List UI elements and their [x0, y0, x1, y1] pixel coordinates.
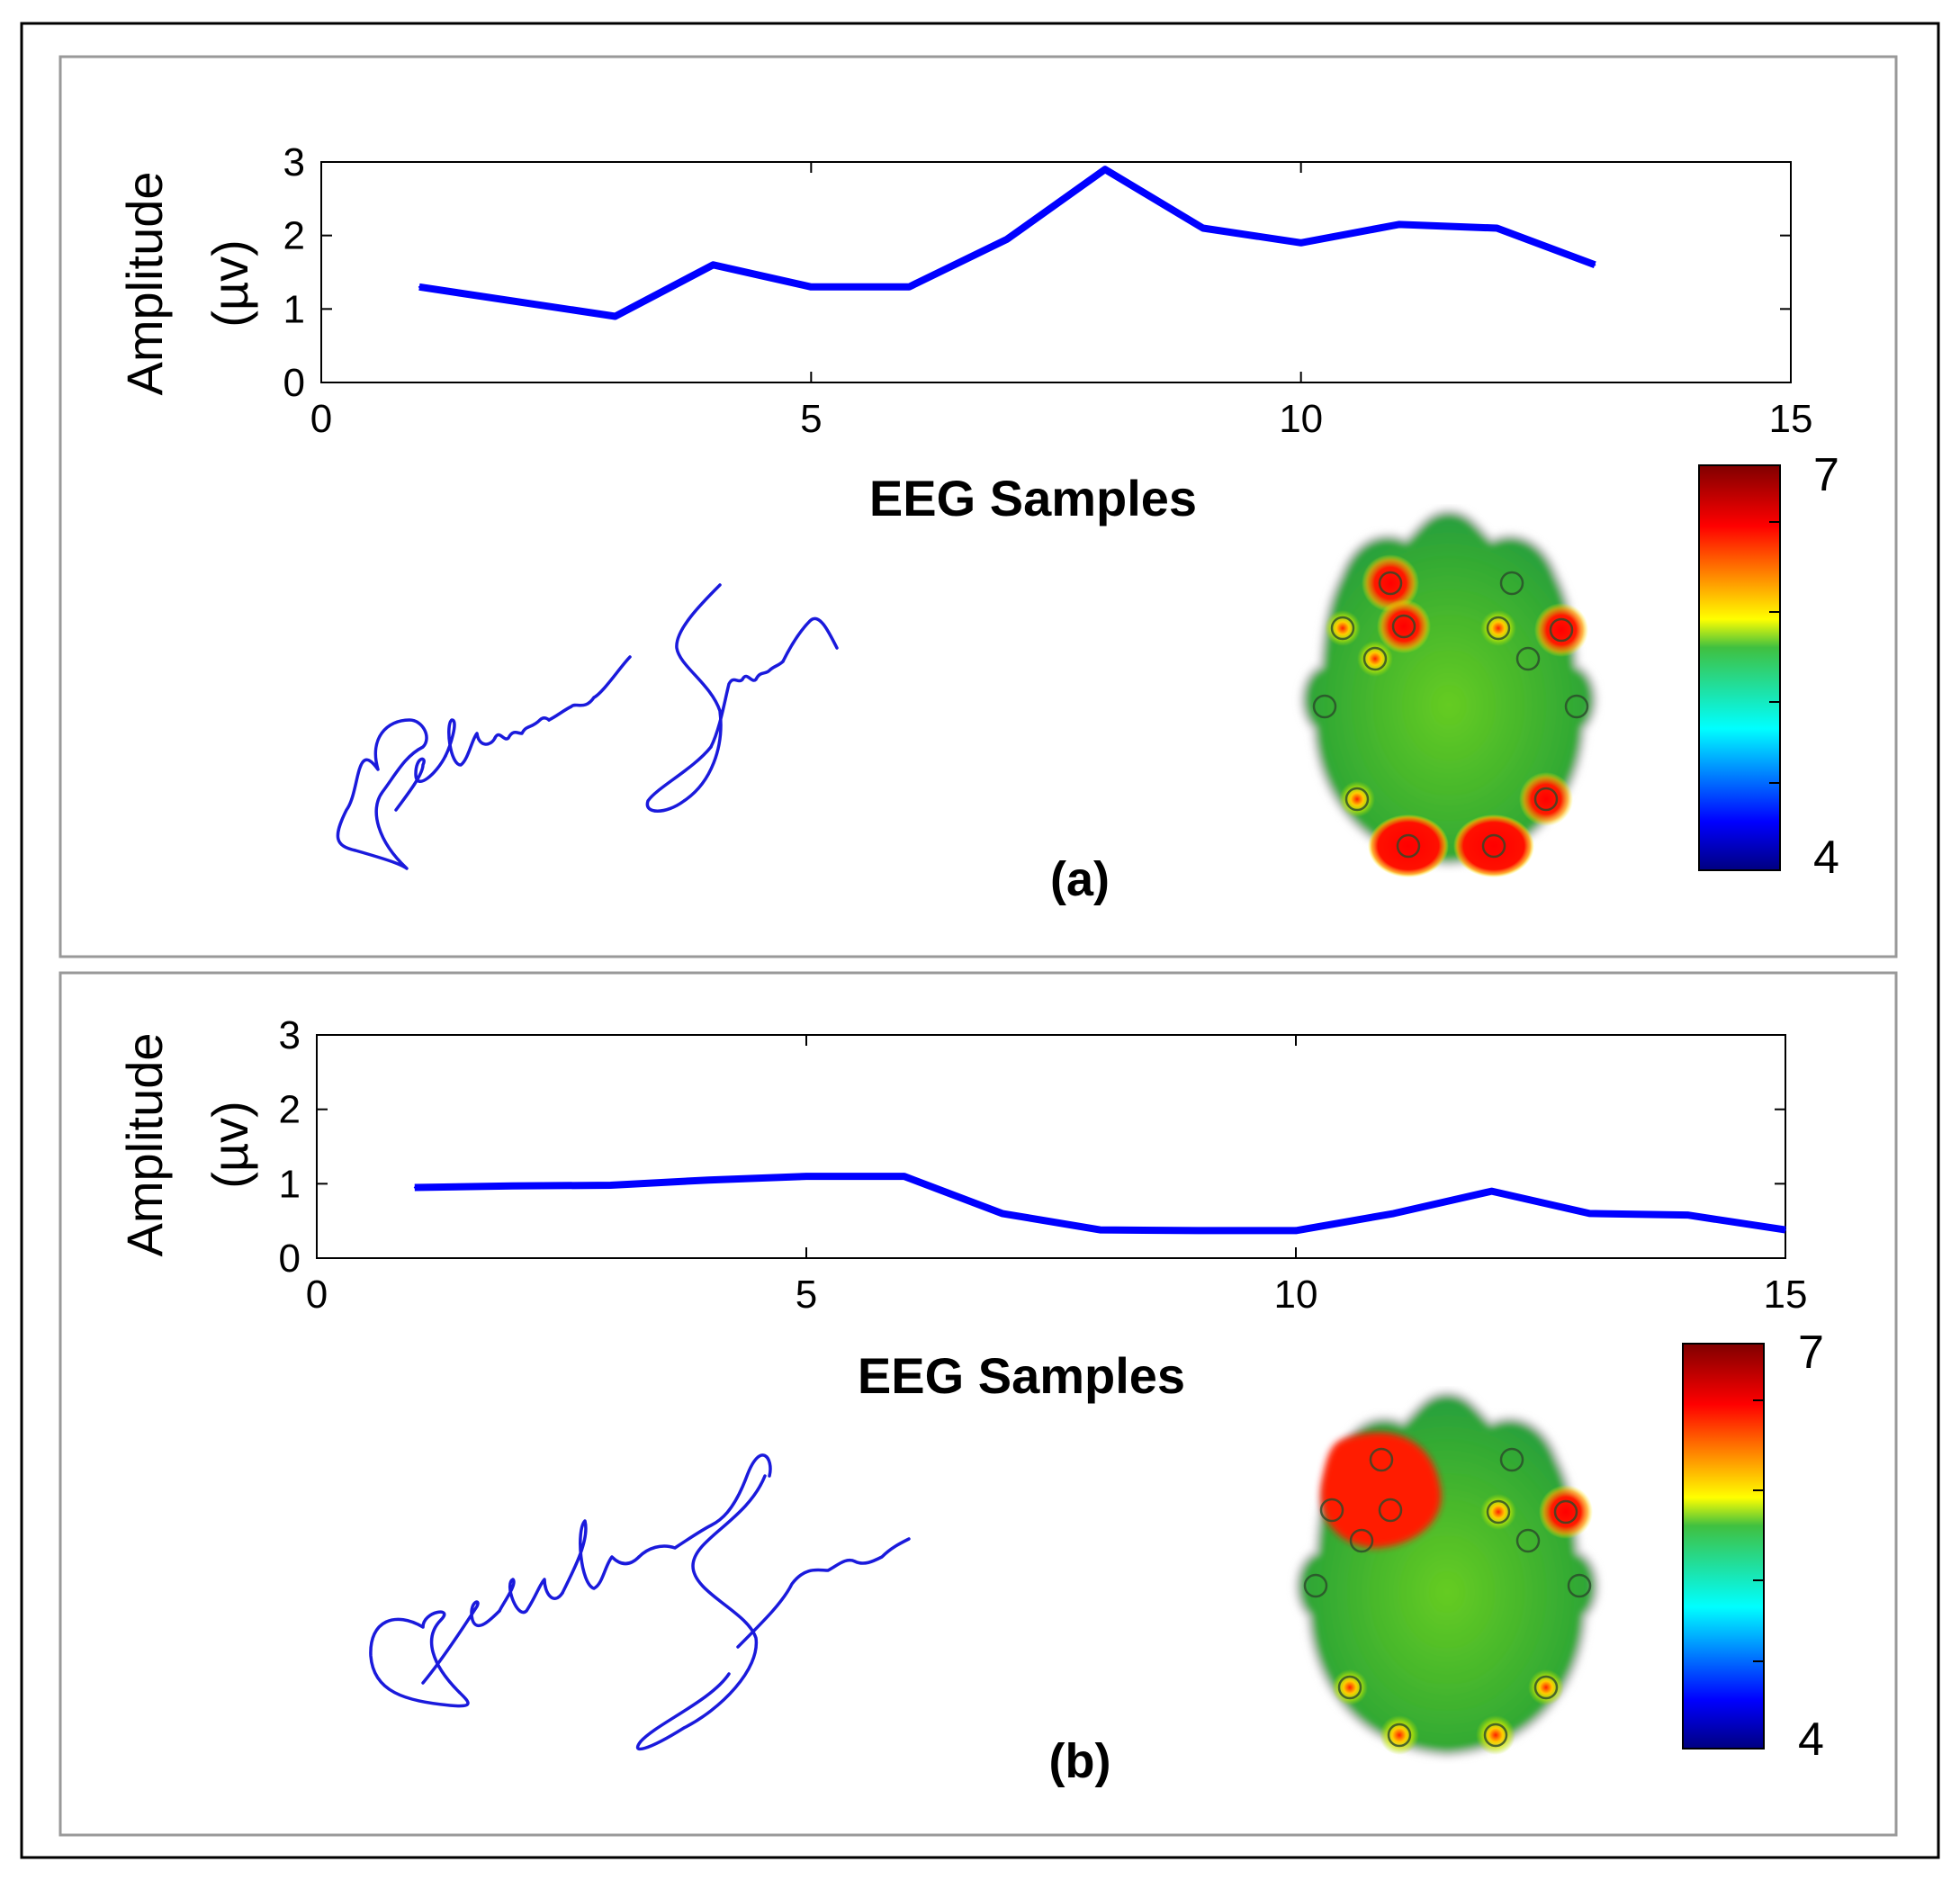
electrode-warm: [1325, 610, 1361, 646]
chart-a-ylabel-line1: Amplitude: [116, 171, 173, 395]
colorbar-a-max: 7: [1813, 449, 1839, 501]
x-tick-label: 15: [1764, 1273, 1808, 1317]
data-point: [1398, 223, 1400, 226]
series-line: [418, 166, 1596, 320]
panel-b-border: [58, 971, 1898, 1837]
colorbar-a: 7 4: [1698, 449, 1839, 884]
data-point: [707, 1179, 710, 1182]
data-point: [1496, 227, 1498, 229]
electrode-warm: [1480, 610, 1516, 646]
y-tick-label: 1: [279, 1162, 301, 1206]
y-tick-label: 0: [283, 361, 305, 405]
data-point: [516, 301, 518, 303]
electrode-hot: [1377, 599, 1431, 653]
data-point: [805, 1175, 807, 1178]
data-point: [413, 1186, 416, 1189]
electrode-warm: [1332, 1669, 1368, 1705]
electrode-hot: [1539, 1485, 1593, 1539]
hotspot-region: [1320, 1432, 1442, 1548]
data-point: [418, 285, 420, 288]
electrode-hot: [1534, 603, 1588, 657]
chart-b: Amplitude (µv) EEG Samples 0 5 10 15 0 1 2 3: [116, 1013, 1807, 1404]
electrode-warm: [1476, 1715, 1515, 1755]
data-point: [1099, 1228, 1101, 1231]
data-point: [712, 264, 715, 266]
series-line: [414, 1173, 1786, 1235]
data-point: [1201, 227, 1204, 229]
panel-a-label: (a): [1050, 852, 1110, 906]
signature-b: [369, 1453, 911, 1751]
electrode-warm: [1380, 1715, 1419, 1755]
data-point: [1197, 1229, 1200, 1232]
colorbar-b-min: 4: [1798, 1714, 1824, 1766]
x-tick-label: 5: [796, 1273, 817, 1317]
y-tick-label: 3: [283, 140, 305, 184]
y-tick-label: 3: [279, 1013, 301, 1057]
data-point: [1594, 264, 1596, 266]
y-tick-label: 2: [279, 1088, 301, 1132]
topomap-a: [1303, 511, 1596, 877]
y-tick-label: 0: [279, 1237, 301, 1281]
x-tick-label: 5: [800, 397, 822, 441]
data-point: [1490, 1190, 1493, 1192]
chart-a: Amplitude (µv) EEG Samples 0 5 10 15 0 1 2 3: [116, 140, 1812, 526]
colorbar-a-min: 4: [1813, 832, 1839, 884]
chart-a-ylabel-line2: (µv): [202, 239, 258, 328]
data-point: [1299, 241, 1302, 244]
data-point: [1686, 1214, 1689, 1217]
chart-b-ylabel-line2: (µv): [202, 1101, 258, 1189]
electrode-warm: [1339, 781, 1375, 817]
data-point: [1006, 238, 1009, 240]
electrode-warm: [1528, 1669, 1564, 1705]
data-point: [810, 285, 813, 288]
data-point: [511, 1184, 514, 1187]
chart-b-xlabel: EEG Samples: [858, 1347, 1185, 1404]
data-point: [1588, 1212, 1591, 1215]
outer-frame: [20, 22, 1940, 1859]
panel-b-label: (b): [1049, 1734, 1111, 1788]
x-tick-label: 10: [1279, 397, 1323, 441]
chart-a-xlabel: EEG Samples: [869, 470, 1197, 526]
colorbar-b: 7 4: [1682, 1327, 1824, 1766]
plot-area: [316, 1034, 1786, 1259]
x-tick-label: 10: [1274, 1273, 1318, 1317]
colorbar-b-max: 7: [1798, 1327, 1824, 1379]
data-point: [614, 315, 616, 318]
plot-area: [320, 161, 1792, 383]
electrode-hot: [1362, 554, 1419, 612]
data-point: [1001, 1212, 1003, 1215]
x-tick-label: 0: [310, 397, 332, 441]
data-point: [609, 1183, 612, 1186]
signature-a: [336, 583, 839, 870]
y-tick-label: 2: [283, 214, 305, 258]
data-point: [908, 285, 911, 288]
topomap-b: [1298, 1393, 1597, 1755]
x-tick-label: 15: [1769, 397, 1813, 441]
electrode-warm: [1480, 1494, 1516, 1530]
data-point: [1103, 168, 1106, 171]
data-point: [1392, 1212, 1395, 1215]
electrode-hot: [1519, 772, 1573, 826]
electrode-hot: [1368, 814, 1449, 877]
data-point: [1295, 1229, 1297, 1232]
data-point: [903, 1175, 905, 1178]
y-tick-label: 1: [283, 287, 305, 331]
chart-b-ylabel-line1: Amplitude: [116, 1032, 173, 1256]
panel-a-border: [58, 55, 1898, 958]
x-tick-label: 0: [306, 1273, 328, 1317]
data-point: [1785, 1228, 1786, 1231]
electrode-warm: [1357, 641, 1393, 677]
electrode-hot: [1453, 814, 1534, 877]
